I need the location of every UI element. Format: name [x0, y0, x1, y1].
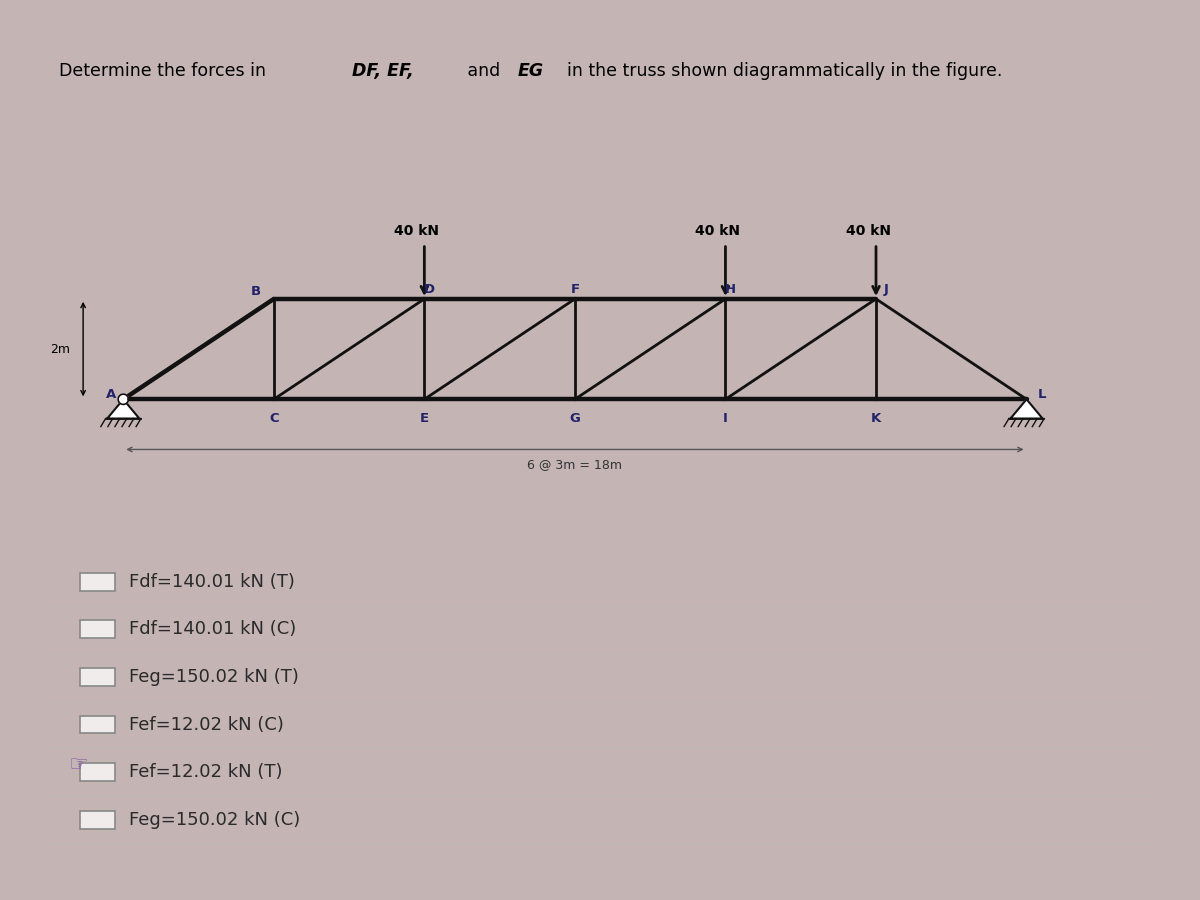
Bar	[80, 811, 115, 829]
Text: Determine the forces in: Determine the forces in	[59, 61, 271, 80]
Text: Fef=12.02 kN (T): Fef=12.02 kN (T)	[128, 763, 282, 781]
Text: A: A	[106, 388, 116, 400]
Polygon shape	[107, 400, 139, 419]
Text: G: G	[570, 412, 581, 425]
Text: K: K	[871, 412, 881, 425]
Text: 6 @ 3m = 18m: 6 @ 3m = 18m	[528, 458, 623, 472]
Text: B: B	[251, 285, 262, 298]
Text: L: L	[1037, 388, 1046, 400]
Text: 2m: 2m	[50, 343, 71, 356]
Text: 40 kN: 40 kN	[846, 224, 890, 238]
Polygon shape	[1010, 400, 1043, 419]
Text: I: I	[724, 412, 728, 425]
Text: ☞: ☞	[68, 755, 88, 775]
Text: Fef=12.02 kN (C): Fef=12.02 kN (C)	[128, 716, 283, 733]
Text: H: H	[725, 284, 736, 296]
Text: F: F	[570, 284, 580, 296]
Bar	[80, 573, 115, 590]
Text: C: C	[269, 412, 278, 425]
Text: DF, EF,: DF, EF,	[352, 61, 413, 80]
Text: Feg=150.02 kN (C): Feg=150.02 kN (C)	[128, 811, 300, 829]
Text: E: E	[420, 412, 428, 425]
Text: and: and	[462, 61, 505, 80]
Text: in the truss shown diagrammatically in the figure.: in the truss shown diagrammatically in t…	[556, 61, 1002, 80]
Text: Fdf=140.01 kN (T): Fdf=140.01 kN (T)	[128, 572, 294, 590]
Text: 40 kN: 40 kN	[696, 224, 740, 238]
Text: 40 kN: 40 kN	[395, 224, 439, 238]
Bar	[80, 763, 115, 781]
Text: EG: EG	[517, 61, 544, 80]
Bar	[80, 668, 115, 686]
Text: Fdf=140.01 kN (C): Fdf=140.01 kN (C)	[128, 620, 296, 638]
Bar	[80, 620, 115, 638]
Bar	[80, 716, 115, 733]
Text: D: D	[424, 284, 434, 296]
Text: Feg=150.02 kN (T): Feg=150.02 kN (T)	[128, 668, 299, 686]
Polygon shape	[118, 394, 128, 404]
Text: J: J	[883, 284, 888, 296]
